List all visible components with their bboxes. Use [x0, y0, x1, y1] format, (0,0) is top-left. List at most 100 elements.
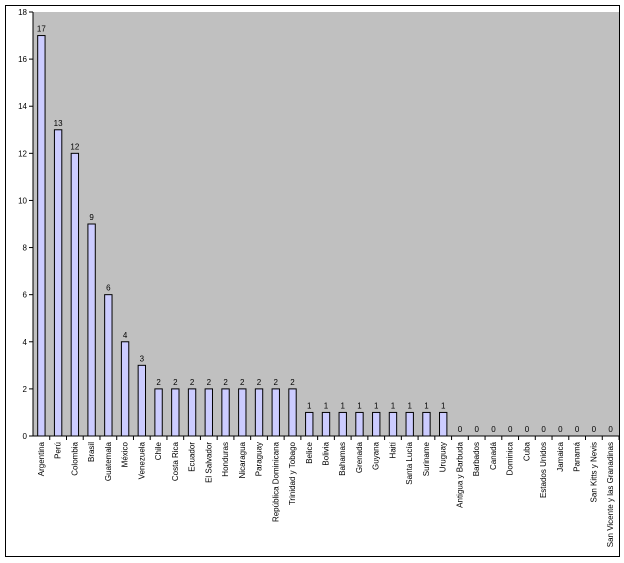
x-tick-label: Panamá — [573, 441, 582, 471]
data-label: 1 — [324, 401, 329, 410]
data-label: 0 — [525, 425, 530, 434]
data-label: 0 — [592, 425, 597, 434]
data-label: 2 — [207, 378, 212, 387]
data-label: 6 — [106, 284, 111, 293]
bar — [204, 388, 213, 437]
x-tick-label: Honduras — [221, 442, 230, 477]
data-label: 1 — [307, 401, 312, 410]
bar — [187, 388, 197, 437]
bar — [405, 411, 414, 437]
x-tick-label: Cuba — [522, 441, 531, 461]
y-tick-label: 2 — [23, 385, 28, 394]
data-label: 2 — [240, 378, 245, 387]
data-label: 2 — [173, 378, 178, 387]
bar — [37, 35, 46, 437]
x-tick-label: Costa Rica — [171, 441, 180, 481]
plot-area — [33, 12, 619, 436]
x-tick-label: Haití — [388, 441, 397, 458]
x-tick-label: Guatemala — [104, 441, 113, 481]
x-tick-label: El Salvador — [204, 442, 213, 483]
x-tick-label: Trinidad y Tobago — [288, 441, 297, 505]
y-tick-label: 0 — [23, 432, 28, 441]
y-tick-label: 12 — [18, 149, 27, 158]
x-tick-label: Venezuela — [137, 441, 146, 479]
y-tick-label: 16 — [18, 55, 27, 64]
data-label: 17 — [37, 25, 46, 34]
y-tick-label: 14 — [18, 102, 27, 111]
bar — [221, 388, 230, 437]
x-tick-label: México — [121, 441, 130, 467]
x-tick-label: Chile — [154, 441, 163, 460]
x-tick-label: Paraguay — [255, 442, 264, 476]
data-label: 0 — [458, 425, 463, 434]
data-label: 0 — [508, 425, 513, 434]
y-tick-label: 4 — [23, 338, 28, 347]
x-tick-label: Perú — [54, 442, 63, 459]
y-tick-label: 10 — [18, 196, 27, 205]
bar — [271, 388, 280, 437]
data-label: 1 — [341, 401, 346, 410]
y-tick-label: 18 — [18, 8, 27, 17]
data-label: 0 — [474, 425, 479, 434]
data-label: 2 — [274, 378, 279, 387]
x-tick-label: Guyana — [372, 441, 381, 470]
data-label: 2 — [257, 378, 262, 387]
bar — [70, 152, 80, 437]
x-tick-label: Uruguay — [439, 442, 448, 472]
data-label: 0 — [491, 425, 496, 434]
x-tick-label: Dominica — [506, 441, 515, 475]
bar — [254, 388, 264, 437]
data-label: 1 — [374, 401, 379, 410]
x-tick-label: Canadá — [489, 441, 498, 470]
x-tick-label: República Dominicana — [271, 441, 280, 522]
data-label: 0 — [608, 425, 613, 434]
x-tick-label: Grenada — [355, 441, 364, 473]
x-tick-label: Santa Lucía — [405, 441, 414, 484]
data-label: 13 — [54, 119, 63, 128]
y-tick-label: 6 — [23, 291, 28, 300]
bar — [338, 411, 347, 437]
x-tick-label: Suriname — [422, 441, 431, 476]
x-tick-label: Ecuador — [188, 442, 197, 472]
bar — [171, 388, 180, 437]
x-tick-label: Argentina — [37, 441, 46, 476]
x-tick-label: Bolivia — [322, 441, 331, 465]
x-tick-label: Estados Unidos — [539, 442, 548, 498]
data-label: 2 — [190, 378, 195, 387]
bar — [355, 411, 364, 437]
y-tick-label: 8 — [23, 244, 28, 253]
bar — [321, 411, 331, 437]
data-label: 0 — [558, 425, 563, 434]
data-label: 2 — [223, 378, 228, 387]
x-tick-label: Bahamas — [338, 442, 347, 476]
x-tick-label: Jamaica — [556, 441, 565, 471]
bar — [137, 364, 147, 437]
x-tick-label: Barbados — [472, 442, 481, 476]
bar — [288, 388, 297, 437]
data-label: 9 — [89, 213, 94, 222]
x-tick-label: Brasil — [87, 442, 96, 462]
bar — [305, 411, 314, 437]
x-tick-label: Antigua y Barbuda — [455, 441, 464, 507]
bar — [372, 411, 381, 437]
data-label: 0 — [575, 425, 580, 434]
data-label: 2 — [156, 378, 161, 387]
data-label: 12 — [70, 142, 79, 151]
bar — [104, 294, 113, 437]
data-label: 2 — [290, 378, 295, 387]
bar — [154, 388, 163, 437]
data-label: 3 — [140, 354, 145, 363]
data-label: 1 — [441, 401, 446, 410]
data-label: 0 — [541, 425, 546, 434]
x-tick-label: Colombia — [70, 441, 79, 475]
bar — [120, 341, 130, 437]
bar — [87, 223, 96, 437]
bar — [388, 411, 398, 437]
data-label: 1 — [424, 401, 429, 410]
x-tick-label: San Vicente y las Granadinas — [606, 442, 615, 547]
data-label: 1 — [407, 401, 412, 410]
data-label: 4 — [123, 331, 128, 340]
data-label: 1 — [391, 401, 396, 410]
data-label: 1 — [357, 401, 362, 410]
